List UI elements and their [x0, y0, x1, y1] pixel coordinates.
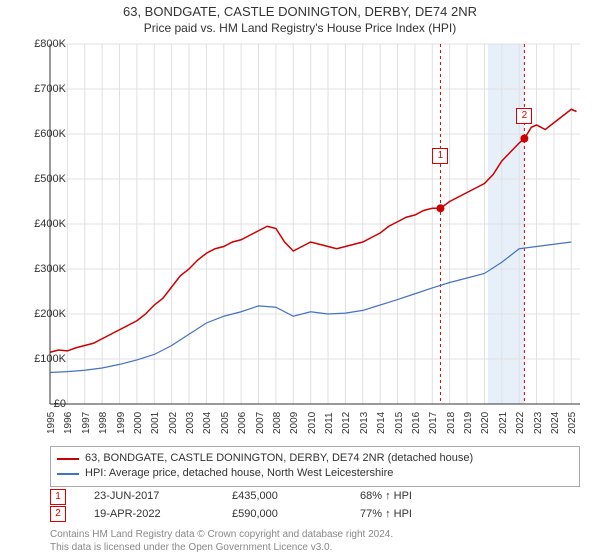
plot-svg	[50, 44, 580, 404]
x-axis-label: 2019	[463, 412, 474, 434]
sale-pct: 77% ↑ HPI	[360, 506, 460, 524]
x-axis-label: 2004	[202, 412, 213, 434]
x-axis-label: 1998	[98, 412, 109, 434]
legend-label-property: 63, BONDGATE, CASTLE DONINGTON, DERBY, D…	[85, 451, 473, 466]
legend-swatch-property	[57, 458, 79, 460]
legend-label-hpi: HPI: Average price, detached house, Nort…	[85, 466, 393, 481]
legend-row: 63, BONDGATE, CASTLE DONINGTON, DERBY, D…	[57, 451, 573, 466]
y-axis-label: £200K	[34, 308, 66, 320]
x-axis-label: 2001	[150, 412, 161, 434]
x-axis-label: 2003	[185, 412, 196, 434]
y-axis-label: £700K	[34, 83, 66, 95]
sale-marker-1: 1	[50, 489, 66, 505]
x-axis-label: 2017	[428, 412, 439, 434]
sale-annotation-2: 2	[516, 108, 532, 124]
x-axis-label: 2024	[550, 412, 561, 434]
y-axis-label: £400K	[34, 218, 66, 230]
sale-table: 1 23-JUN-2017 £435,000 68% ↑ HPI 2 19-AP…	[50, 488, 460, 523]
sale-row: 1 23-JUN-2017 £435,000 68% ↑ HPI	[50, 488, 460, 506]
x-axis-label: 2021	[498, 412, 509, 434]
x-axis-label: 2000	[133, 412, 144, 434]
y-axis-label: £0	[54, 398, 66, 410]
x-axis-label: 2016	[411, 412, 422, 434]
x-axis-label: 2025	[567, 412, 578, 434]
chart-title: 63, BONDGATE, CASTLE DONINGTON, DERBY, D…	[0, 0, 600, 21]
x-axis-label: 2007	[255, 412, 266, 434]
x-axis-label: 2008	[272, 412, 283, 434]
legend-swatch-hpi	[57, 473, 79, 475]
x-axis-label: 2015	[394, 412, 405, 434]
x-axis-label: 2013	[359, 412, 370, 434]
sale-pct: 68% ↑ HPI	[360, 488, 460, 506]
x-axis-label: 2023	[533, 412, 544, 434]
sale-row: 2 19-APR-2022 £590,000 77% ↑ HPI	[50, 506, 460, 524]
sale-price: £435,000	[232, 488, 332, 506]
x-axis-label: 1997	[81, 412, 92, 434]
credit-line: Contains HM Land Registry data © Crown c…	[50, 528, 393, 541]
sale-annotation-1: 1	[432, 148, 448, 164]
sale-date: 19-APR-2022	[94, 506, 204, 524]
sale-marker-2: 2	[50, 506, 66, 522]
y-axis-label: £600K	[34, 128, 66, 140]
x-axis-label: 1996	[63, 412, 74, 434]
sale-price: £590,000	[232, 506, 332, 524]
y-axis-label: £300K	[34, 263, 66, 275]
sale-date: 23-JUN-2017	[94, 488, 204, 506]
x-axis-label: 2006	[237, 412, 248, 434]
x-axis-label: 2011	[324, 412, 335, 434]
x-axis-label: 1995	[46, 412, 57, 434]
credit-line: This data is licensed under the Open Gov…	[50, 541, 393, 554]
x-axis-label: 2002	[168, 412, 179, 434]
x-axis-label: 2018	[446, 412, 457, 434]
x-axis-label: 2012	[341, 412, 352, 434]
legend: 63, BONDGATE, CASTLE DONINGTON, DERBY, D…	[50, 446, 580, 487]
chart-container: 63, BONDGATE, CASTLE DONINGTON, DERBY, D…	[0, 0, 600, 560]
plot-area	[50, 44, 580, 404]
x-axis-label: 2022	[515, 412, 526, 434]
legend-row: HPI: Average price, detached house, Nort…	[57, 466, 573, 481]
x-axis-label: 2020	[480, 412, 491, 434]
y-axis-label: £500K	[34, 173, 66, 185]
x-axis-label: 2005	[220, 412, 231, 434]
y-axis-label: £100K	[34, 353, 66, 365]
x-axis-label: 1999	[116, 412, 127, 434]
chart-subtitle: Price paid vs. HM Land Registry's House …	[0, 21, 600, 39]
x-axis-label: 2010	[307, 412, 318, 434]
y-axis-label: £800K	[34, 38, 66, 50]
credit-text: Contains HM Land Registry data © Crown c…	[50, 528, 393, 554]
x-axis-label: 2009	[289, 412, 300, 434]
x-axis-label: 2014	[376, 412, 387, 434]
